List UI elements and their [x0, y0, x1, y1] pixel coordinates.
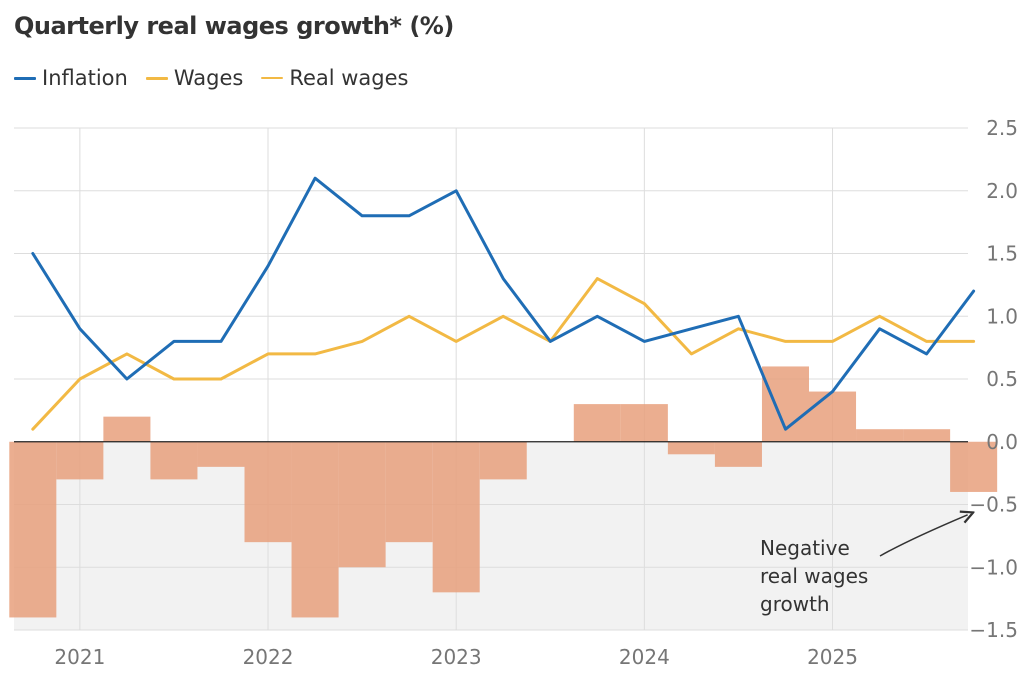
real-wages-bar: [103, 416, 151, 442]
real-wages-bar: [714, 441, 762, 467]
real-wages-bar: [150, 441, 198, 480]
real-wages-bar: [9, 441, 57, 618]
x-tick-label: 2023: [431, 645, 482, 669]
legend-swatch-inflation: [14, 76, 36, 80]
real-wages-bar: [432, 441, 480, 593]
legend-item-wages: Wages: [145, 66, 244, 90]
x-tick-label: 2025: [807, 645, 858, 669]
y-tick-label: 2.5: [986, 116, 1018, 140]
y-tick-label: 0.0: [986, 430, 1018, 454]
annotation-text-line: growth: [760, 592, 830, 616]
annotation-arrow: [879, 515, 968, 557]
x-tick-label: 2024: [619, 645, 670, 669]
annotation-text-line: real wages: [760, 564, 868, 588]
real-wages-bar: [338, 441, 386, 568]
legend-item-real-wages: Real wages: [261, 66, 409, 90]
real-wages-bar: [479, 441, 527, 480]
y-tick-label: −0.5: [969, 493, 1018, 517]
real-wages-bar: [809, 391, 857, 442]
y-tick-label: 2.0: [986, 179, 1018, 203]
x-tick-label: 2022: [243, 645, 294, 669]
real-wages-bar: [667, 441, 715, 455]
legend: Inflation Wages Real wages: [14, 66, 427, 90]
legend-label-real-wages: Real wages: [289, 66, 409, 90]
real-wages-bar: [903, 429, 951, 442]
wages-line: [31, 277, 976, 431]
legend-item-inflation: Inflation: [14, 66, 128, 90]
x-tick-label: 2021: [54, 645, 105, 669]
y-tick-label: 1.0: [986, 304, 1018, 328]
y-tick-label: 1.5: [986, 242, 1018, 266]
real-wages-bar: [950, 441, 998, 492]
legend-swatch-real-wages: [261, 77, 284, 79]
real-wages-bar: [856, 429, 904, 442]
real-wages-bar: [56, 441, 104, 480]
y-tick-label: −1.0: [969, 555, 1018, 579]
real-wages-bar: [385, 441, 433, 543]
chart-title: Quarterly real wages growth* (%): [14, 12, 454, 40]
real-wages-bar: [573, 404, 621, 442]
real-wages-bar: [291, 441, 339, 618]
legend-swatch-wages: [145, 76, 168, 80]
inflation-line: [31, 176, 976, 431]
real-wages-bar: [197, 441, 245, 467]
real-wages-bar: [244, 441, 292, 543]
y-tick-label: −1.5: [969, 618, 1018, 642]
y-tick-label: 0.5: [986, 367, 1018, 391]
legend-label-wages: Wages: [173, 66, 244, 90]
real-wages-bar: [620, 404, 668, 442]
legend-label-inflation: Inflation: [42, 66, 128, 90]
annotation-text-line: Negative: [760, 536, 850, 560]
